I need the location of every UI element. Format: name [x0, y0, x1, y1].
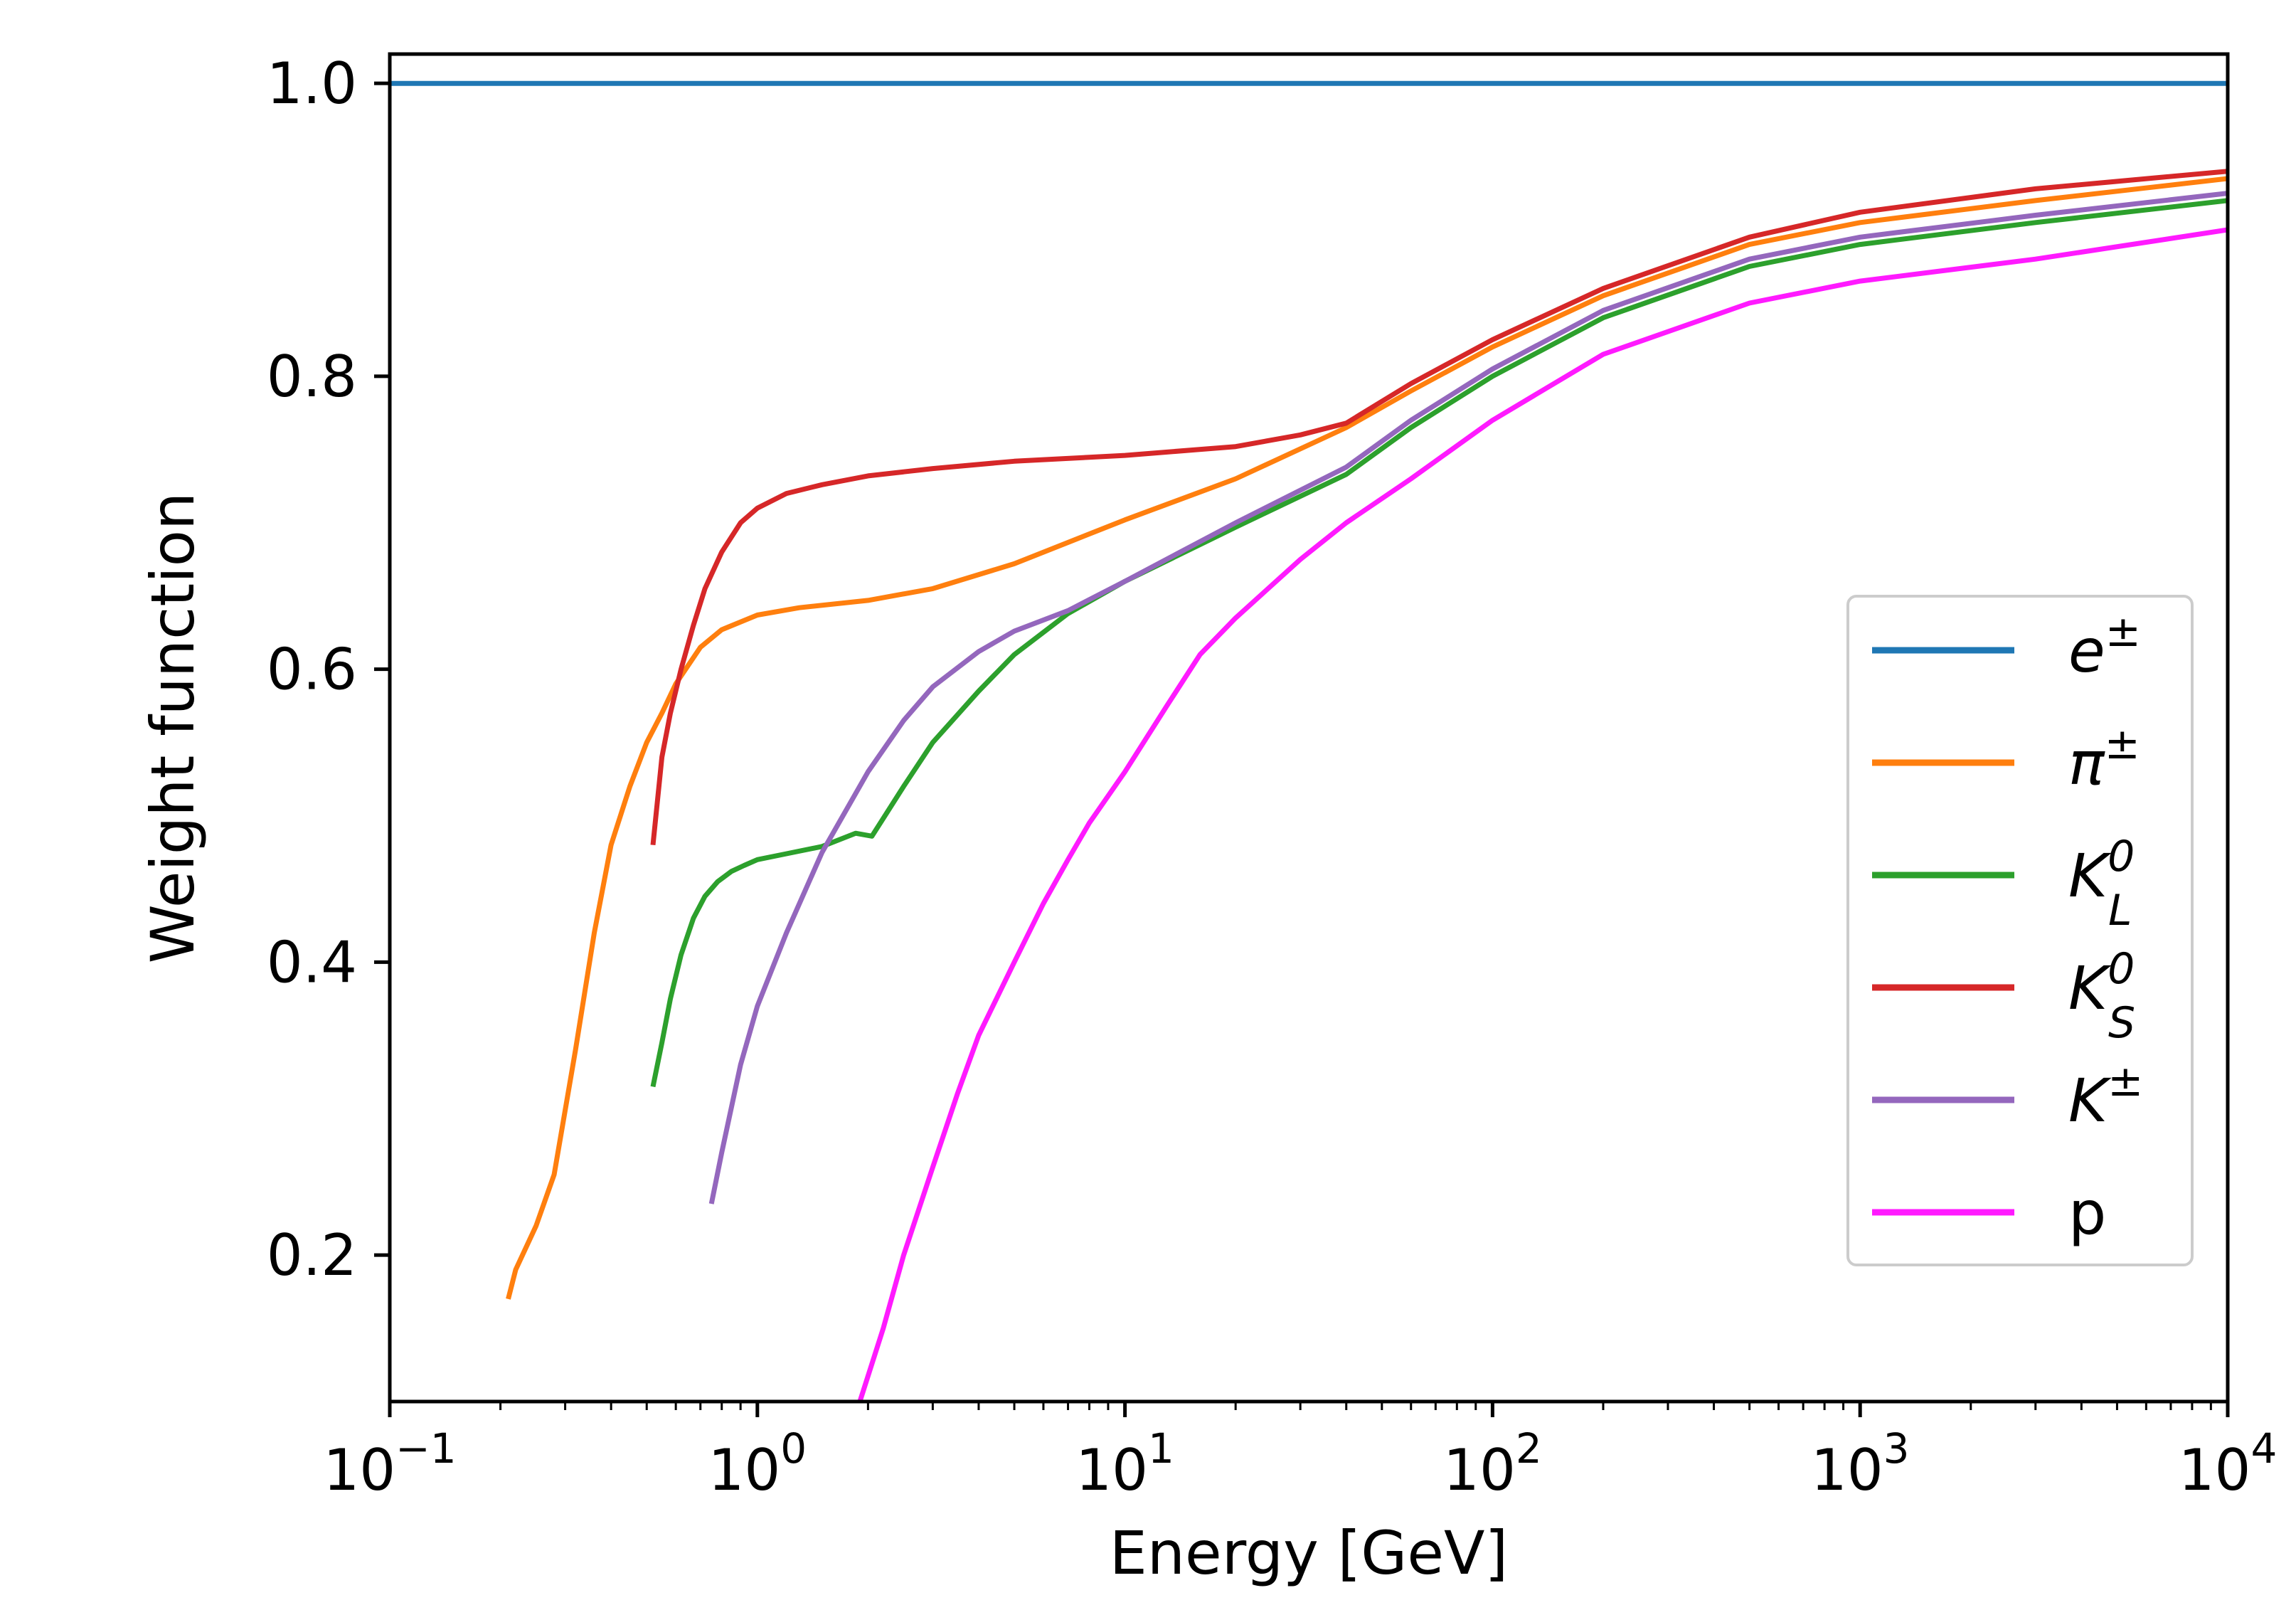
series-line-6 [857, 227, 2228, 1402]
y-tick-label-5: 1.0 [267, 51, 357, 117]
legend-label-5: K± [2068, 1056, 2143, 1135]
y-tick-label-4: 0.8 [267, 344, 357, 410]
legend-box [1846, 595, 2194, 1266]
axes-layer: 10−1 100 101 102 103 104 0.2 0.4 0.6 0.8 1.0 [267, 51, 2278, 1503]
y-tick-label-2: 0.4 [267, 929, 357, 995]
legend-label-6: p [2068, 1178, 2106, 1248]
legend-label-1: e± [2068, 607, 2141, 686]
legend-label-2: π± [2068, 719, 2140, 798]
y-axis-title: Weight function [138, 492, 208, 963]
series-line-2 [506, 176, 2228, 1300]
x-tick-label-1: 10−1 [323, 1424, 456, 1503]
x-tick-label-6: 104 [2179, 1424, 2278, 1503]
x-tick-label-4: 102 [1443, 1424, 1542, 1503]
x-tick-label-5: 103 [1811, 1424, 1910, 1503]
plot-frame [388, 52, 2230, 1404]
series-layer [390, 80, 2228, 1402]
legend-label-4: K0 S [2068, 944, 2135, 1048]
x-tick-label-2: 100 [708, 1424, 807, 1503]
series-line-4 [650, 169, 2228, 846]
legend: e± π± K0 L K0 S K± p [1846, 595, 2194, 1266]
x-tick-label-3: 101 [1075, 1424, 1174, 1503]
series-line-3 [650, 198, 2228, 1088]
series-line-5 [708, 191, 2228, 1204]
legend-label-3: K0 L [2068, 832, 2135, 936]
y-tick-label-1: 0.2 [267, 1222, 357, 1288]
x-axis-title: Energy [GeV] [1110, 1518, 1509, 1588]
y-tick-label-3: 0.6 [267, 637, 357, 703]
